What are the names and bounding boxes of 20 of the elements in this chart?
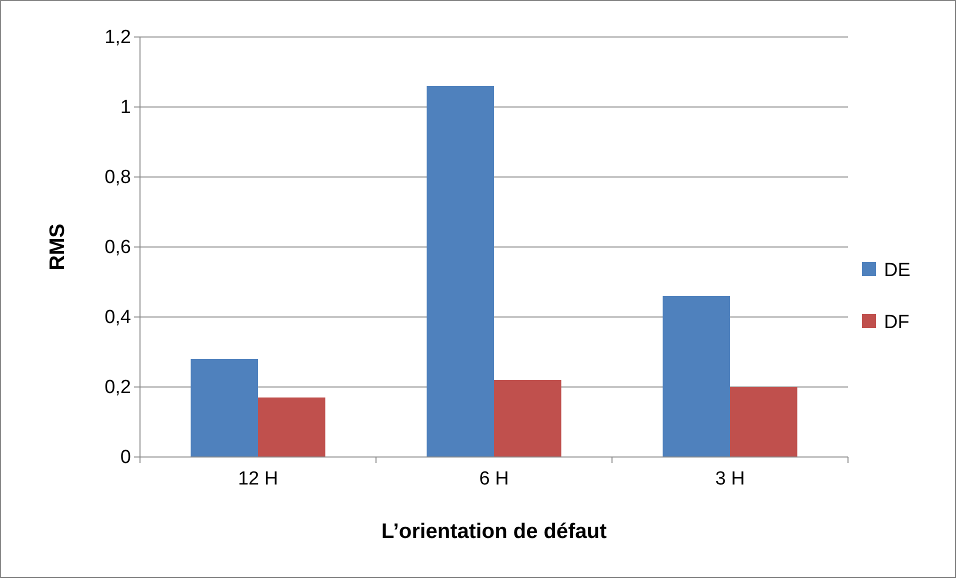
bar [494, 380, 562, 457]
y-tick-label: 1,2 [104, 27, 131, 48]
x-tick-label: 6 H [479, 468, 509, 490]
y-tick-label: 1 [120, 97, 131, 118]
x-axis-title: L’orientation de défaut [381, 520, 607, 543]
y-tick-label: 0 [120, 447, 131, 468]
y-axis-title: RMS [46, 224, 69, 270]
y-tick-label: 0,2 [104, 377, 131, 398]
bar [426, 86, 494, 457]
bar [258, 398, 326, 457]
x-tick-label: 3 H [715, 468, 745, 490]
bar [190, 359, 258, 457]
bar [662, 296, 730, 457]
x-tick-label: 12 H [238, 468, 278, 490]
legend-label: DF [884, 312, 910, 333]
y-tick-label: 0,6 [104, 237, 131, 258]
y-tick-label: 0,4 [104, 307, 132, 328]
legend-label: DE [884, 260, 910, 281]
y-tick-label: 0,8 [104, 167, 131, 188]
bar [730, 387, 798, 457]
